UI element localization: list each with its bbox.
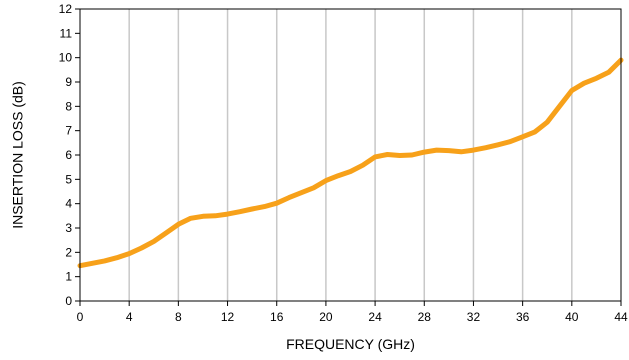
- x-tick-label: 8: [175, 310, 182, 324]
- x-tick-label: 44: [614, 310, 628, 324]
- x-tick-label: 12: [221, 310, 235, 324]
- x-tick-label: 0: [77, 310, 84, 324]
- y-tick-label: 8: [65, 99, 72, 113]
- y-tick-label: 4: [65, 197, 72, 211]
- y-tick-label: 7: [65, 124, 72, 138]
- x-tick-label: 32: [467, 310, 481, 324]
- y-tick-label: 1: [65, 270, 72, 284]
- x-tick-label: 28: [418, 310, 432, 324]
- y-tick-label: 2: [65, 245, 72, 259]
- y-tick-label: 9: [65, 75, 72, 89]
- x-tick-label: 4: [126, 310, 133, 324]
- y-tick-label: 10: [59, 51, 73, 65]
- vertical-gridlines: [128, 9, 573, 301]
- x-axis-title: FREQUENCY (GHz): [286, 336, 415, 352]
- x-tick-label: 24: [368, 310, 382, 324]
- plot-area-frame: [79, 8, 622, 302]
- y-axis-title: INSERTION LOSS (dB): [10, 81, 26, 229]
- x-tick-label: 16: [270, 310, 284, 324]
- y-tick-label: 11: [60, 26, 73, 40]
- y-tick-label: 3: [65, 221, 72, 235]
- x-tick-label: 20: [319, 310, 333, 324]
- y-tick-label: 0: [65, 294, 72, 308]
- y-tick-label: 12: [59, 2, 73, 16]
- series-layer: [77, 57, 624, 269]
- x-axis-tick-labels: 0 4 8 12 16 20 24 28 32 36 40 44: [77, 310, 628, 324]
- x-tick-label: 36: [516, 310, 530, 324]
- insertion-loss-line: [77, 57, 624, 269]
- x-axis-tick-marks: [79, 301, 622, 306]
- y-tick-label: 5: [65, 172, 72, 186]
- y-axis-tick-marks: [75, 8, 80, 302]
- x-tick-label: 40: [565, 310, 579, 324]
- y-tick-label: 6: [65, 148, 72, 162]
